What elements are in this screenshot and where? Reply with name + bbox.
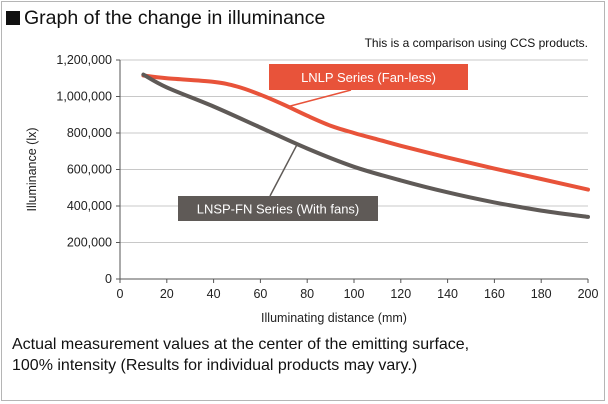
x-tick-label: 60: [253, 287, 267, 301]
y-axis-title: Illuminance (lx): [25, 127, 39, 211]
y-tick-label: 1,200,000: [56, 53, 112, 67]
label-lnsp-fn-text: LNSP-FN Series (With fans): [197, 202, 360, 217]
y-tick-label: 1,000,000: [56, 90, 112, 104]
label-lnlp-box: [269, 64, 468, 90]
y-tick-label: 400,000: [67, 199, 112, 213]
caption-line-1: Actual measurement values at the center …: [12, 336, 470, 353]
series-line-lnsp-fn: [141, 72, 590, 219]
x-tick-label: 0: [117, 287, 124, 301]
y-tick-label: 600,000: [67, 163, 112, 177]
chart-title: Graph of the change in illuminance: [6, 6, 325, 30]
chart-subtitle: This is a comparison using CCS products.: [364, 36, 588, 50]
y-tick-label: 800,000: [67, 126, 112, 140]
y-tick-label: 0: [105, 272, 112, 286]
label-lnsp-fn-leader: [269, 142, 299, 197]
label-lnlp-leader: [288, 89, 352, 108]
chart-title-text: Graph of the change in illuminance: [24, 7, 326, 29]
axes: 0 200,000 400,000 600,000 800,000 1,000,000 1,…: [25, 53, 598, 325]
title-bullet-square: [6, 11, 20, 25]
series-lines: [141, 72, 590, 219]
label-lnsp-fn-box: [178, 196, 378, 221]
chart-caption: Actual measurement values at the center …: [12, 334, 592, 376]
x-tick-label: 40: [207, 287, 221, 301]
label-lnlp-text: LNLP Series (Fan-less): [301, 70, 436, 85]
x-tick-label: 120: [390, 287, 411, 301]
x-tick-label: 200: [578, 287, 599, 301]
x-tick-label: 160: [484, 287, 505, 301]
x-tick-label: 140: [437, 287, 458, 301]
y-tick-label: 200,000: [67, 236, 112, 250]
x-tick-label: 80: [300, 287, 314, 301]
x-axis-title: Illuminating distance (mm): [261, 311, 407, 325]
series-labels: LNLP Series (Fan-less) LNSP-FN Series (Wi…: [178, 64, 468, 221]
x-tick-label: 20: [160, 287, 174, 301]
caption-line-2: 100% intensity (Results for individual p…: [12, 357, 418, 374]
series-line-lnlp: [141, 73, 590, 192]
x-tick-label: 100: [344, 287, 365, 301]
x-tick-label: 180: [531, 287, 552, 301]
